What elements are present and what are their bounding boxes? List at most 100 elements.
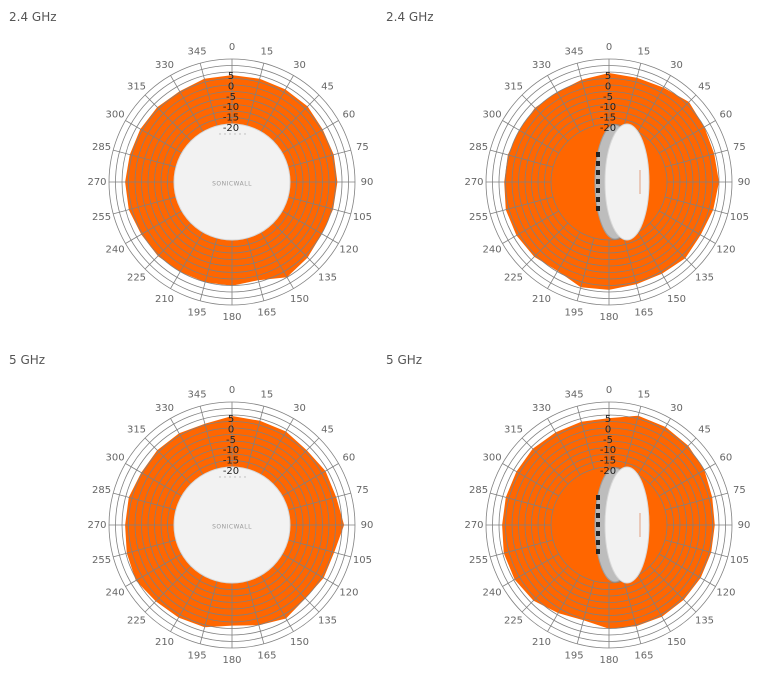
radial-tick-label: -20	[223, 466, 239, 477]
mount-clip	[596, 495, 600, 500]
grid-spoke	[199, 406, 218, 470]
mount-clip	[596, 197, 600, 202]
angle-tick-label: 120	[339, 245, 358, 256]
angle-tick-label: 345	[565, 390, 584, 401]
angle-tick-label: 30	[670, 403, 683, 414]
radial-tick-label: -15	[223, 456, 239, 467]
angle-tick-label: 210	[155, 294, 174, 305]
radial-tick-label: 5	[605, 71, 611, 82]
grid-spoke	[260, 575, 294, 632]
mount-clip	[596, 540, 600, 545]
radial-tick-label: -10	[223, 102, 239, 113]
angle-tick-label: 165	[634, 307, 653, 318]
grid-spoke	[144, 94, 192, 142]
radial-tick-label: -10	[600, 102, 616, 113]
grid-spoke	[576, 237, 595, 301]
angle-tick-label: 120	[716, 245, 735, 256]
angle-tick-label: 135	[318, 616, 337, 627]
angle-tick-label: 300	[106, 453, 125, 464]
radial-tick-label: 0	[228, 424, 234, 435]
angle-tick-label: 270	[464, 177, 483, 188]
angle-tick-label: 30	[670, 60, 683, 71]
angle-tick-label: 195	[565, 650, 584, 661]
grid-spoke	[664, 539, 728, 558]
angle-tick-label: 195	[188, 650, 207, 661]
grid-spoke	[199, 63, 218, 127]
angle-tick-label: 30	[293, 60, 306, 71]
mount-clip	[596, 161, 600, 166]
angle-tick-label: 90	[738, 177, 751, 188]
device-logo: SONICWALL	[212, 181, 252, 188]
angle-tick-label: 225	[504, 616, 523, 627]
grid-spoke	[113, 492, 177, 511]
angle-tick-label: 345	[188, 47, 207, 58]
grid-spoke	[125, 210, 182, 244]
grid-spoke	[623, 406, 642, 470]
grid-spoke	[659, 120, 716, 154]
angle-tick-label: 315	[127, 82, 146, 93]
radial-tick-label: -5	[603, 92, 613, 103]
grid-spoke	[144, 565, 192, 613]
grid-spoke	[490, 539, 554, 558]
angle-tick-label: 15	[638, 390, 651, 401]
angle-tick-label: 165	[257, 307, 276, 318]
radial-tick-label: 5	[228, 414, 234, 425]
chart-panel-4: 5 GHz 0 15 30 45 60 75 90 105 120 135 150 165 180 195…	[377, 343, 757, 683]
angle-tick-label: 105	[730, 212, 749, 223]
angle-tick-label: 255	[92, 212, 111, 223]
radial-tick-label: -15	[600, 113, 616, 124]
radial-tick-label: -10	[223, 445, 239, 456]
angle-tick-label: 75	[733, 485, 746, 496]
chart-panel-3: 5 GHz 0 15 30 45 60 75 90 105 120 135 150 165 180 195…	[0, 343, 380, 683]
angle-tick-label: 105	[353, 212, 372, 223]
polar-chart: 0 15 30 45 60 75 90 105 120 135 150 165 180 195 210 225…	[87, 385, 373, 666]
grid-spoke	[125, 463, 182, 497]
angle-tick-label: 225	[504, 273, 523, 284]
angle-tick-label: 270	[87, 520, 106, 531]
grid-spoke	[282, 120, 339, 154]
angle-tick-label: 315	[504, 82, 523, 93]
led-dot	[224, 476, 226, 478]
angle-tick-label: 150	[667, 637, 686, 648]
angle-tick-label: 120	[716, 588, 735, 599]
angle-tick-label: 240	[106, 245, 125, 256]
led-dot	[239, 133, 241, 135]
grid-spoke	[272, 565, 320, 613]
angle-tick-label: 15	[261, 390, 274, 401]
grid-spoke	[125, 553, 182, 587]
access-point-side-image	[594, 123, 650, 241]
led-dot	[234, 133, 236, 135]
mount-clip	[596, 504, 600, 509]
radial-tick-label: -20	[223, 123, 239, 134]
mount-clip	[596, 188, 600, 193]
angle-tick-label: 285	[92, 485, 111, 496]
radial-tick-label: -15	[223, 113, 239, 124]
grid-spoke	[260, 418, 294, 475]
angle-tick-label: 75	[356, 142, 369, 153]
led-dot	[229, 476, 231, 478]
angle-tick-label: 60	[343, 110, 356, 121]
grid-spoke	[170, 575, 204, 632]
angle-tick-label: 345	[188, 390, 207, 401]
angle-tick-label: 15	[638, 47, 651, 58]
grid-spoke	[576, 580, 595, 644]
angle-tick-label: 60	[720, 110, 733, 121]
angle-tick-label: 255	[469, 555, 488, 566]
device-body	[604, 123, 650, 241]
grid-spoke	[547, 575, 581, 632]
angle-tick-label: 75	[356, 485, 369, 496]
polar-chart: 0 15 30 45 60 75 90 105 120 135 150 165 180 195 210 225…	[464, 42, 751, 323]
polar-chart: 0 15 30 45 60 75 90 105 120 135 150 165 180 195 210 225…	[464, 385, 750, 666]
grid-spoke	[521, 565, 569, 613]
grid-spoke	[490, 492, 554, 511]
angle-tick-label: 210	[532, 637, 551, 648]
mount-clip	[596, 179, 600, 184]
grid-spoke	[246, 237, 265, 301]
grid-spoke	[659, 463, 716, 497]
radial-tick-label: 0	[605, 424, 611, 435]
led-dot	[234, 476, 236, 478]
angle-tick-label: 45	[321, 82, 334, 93]
grid-spoke	[282, 210, 339, 244]
device-logo: SONICWALL	[212, 524, 252, 531]
grid-spoke	[113, 539, 177, 558]
